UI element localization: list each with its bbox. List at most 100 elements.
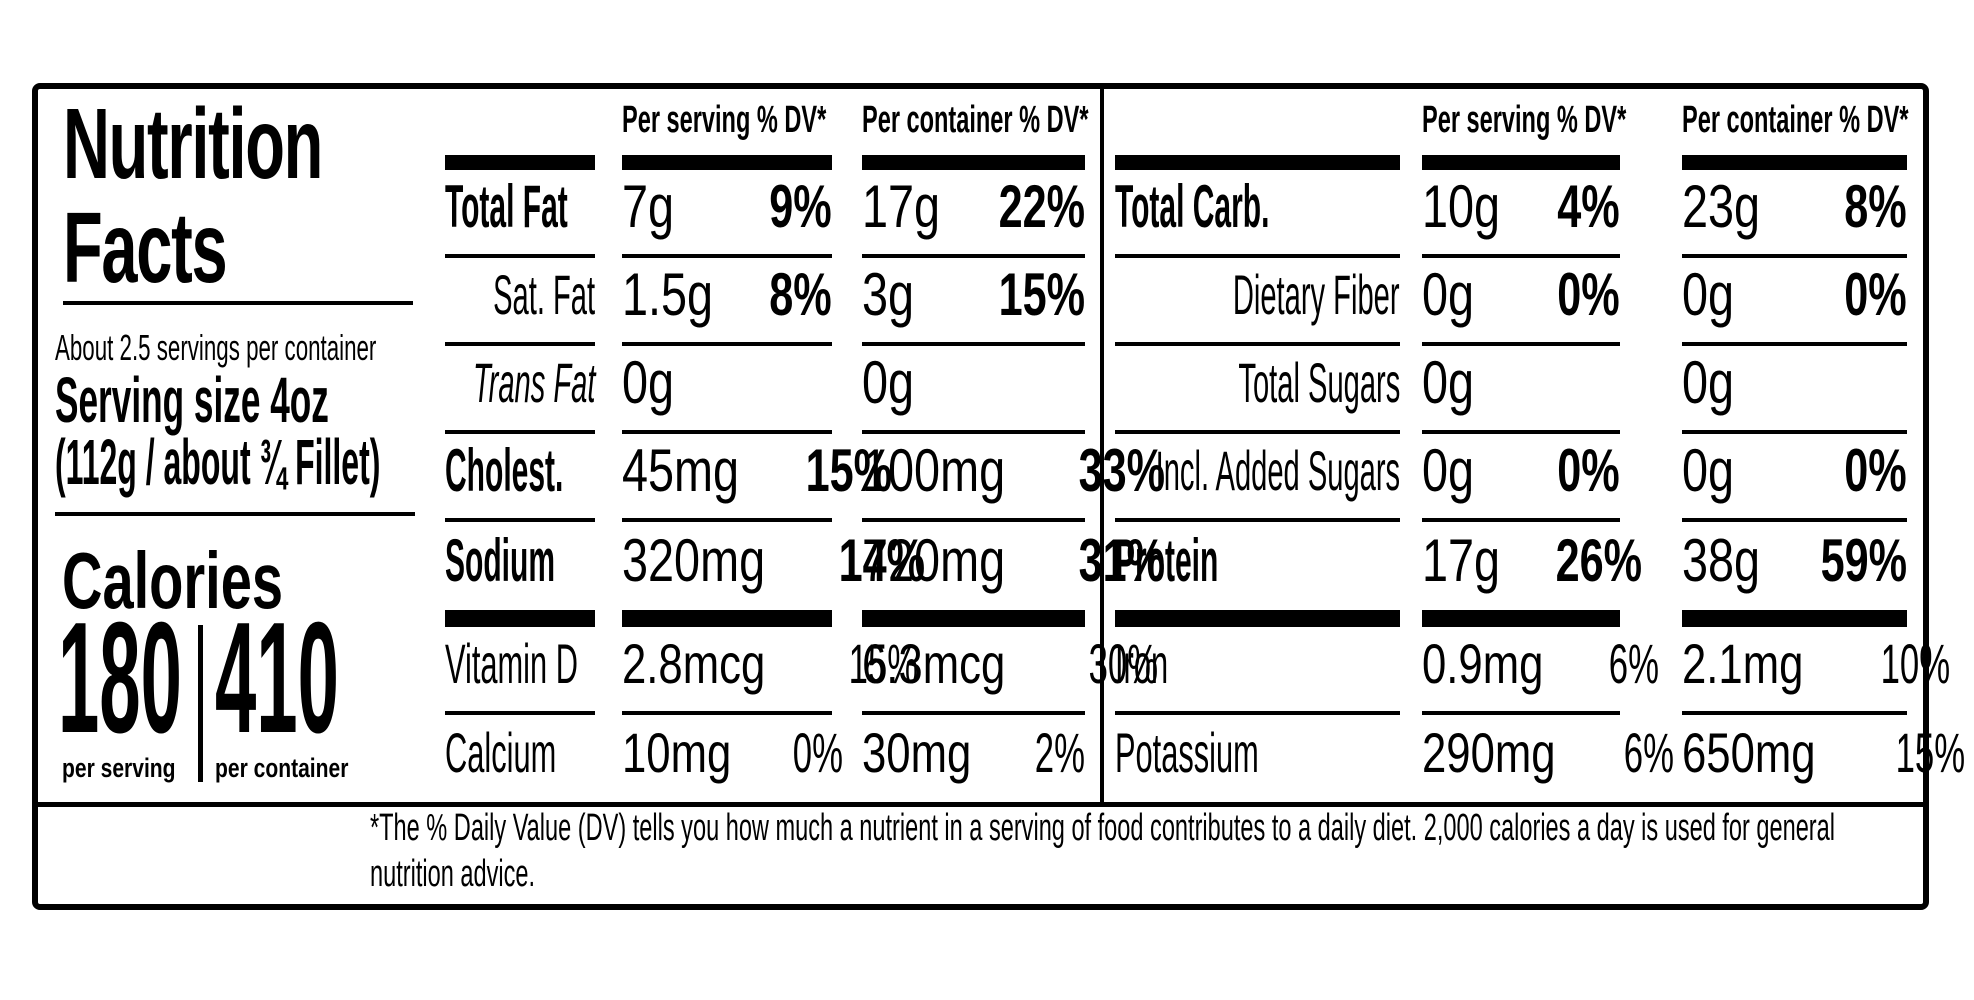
amount: 6.3mcg bbox=[862, 631, 1006, 695]
nutrient-label-added-sugars: Incl. Added Sugars bbox=[1115, 434, 1400, 522]
amount: 0g bbox=[1422, 260, 1475, 328]
amount: 23g bbox=[1682, 172, 1761, 240]
vitamin-section-bar bbox=[1115, 610, 1400, 627]
title-divider bbox=[63, 301, 413, 305]
added-sugars-per-container: 0g 0% bbox=[1682, 434, 1907, 522]
nutrient-label-trans-fat: Trans Fat bbox=[445, 346, 595, 434]
calcium-per-container: 30mg 2% bbox=[862, 715, 1085, 802]
calories-per-container-value: 410 bbox=[215, 590, 339, 766]
vitamin-section-bar bbox=[445, 610, 595, 627]
iron-per-serving: 0.9mg 6% bbox=[1422, 627, 1659, 715]
section-bar bbox=[622, 155, 832, 170]
nutrient-label-vitamin-d: Vitamin D bbox=[445, 627, 595, 715]
daily-value: 10% bbox=[1880, 631, 1950, 695]
nutrient-label-cholesterol: Cholest. bbox=[445, 434, 595, 522]
serving-size-divider bbox=[55, 512, 415, 516]
sodium-per-container: 720mg 31% bbox=[862, 522, 1166, 610]
daily-value: 15% bbox=[998, 260, 1085, 328]
daily-value: 33% bbox=[1079, 436, 1166, 504]
amount: 0g bbox=[1682, 436, 1735, 504]
calories-per-serving-label: per serving bbox=[62, 753, 176, 783]
daily-value: 0% bbox=[1557, 436, 1620, 504]
page-title: Nutrition Facts bbox=[63, 92, 603, 300]
daily-value: 59% bbox=[1820, 526, 1907, 594]
amount: 0g bbox=[1422, 348, 1475, 416]
daily-value: 9% bbox=[769, 172, 832, 240]
nutrient-label-protein: Protein bbox=[1115, 526, 1219, 594]
amount: 320mg bbox=[622, 526, 766, 594]
fat-table: Per serving % DV* Per container % DV* To… bbox=[445, 89, 1166, 802]
amount: 0g bbox=[1682, 260, 1735, 328]
daily-value: 0% bbox=[1844, 260, 1907, 328]
amount: 17g bbox=[1422, 526, 1501, 594]
amount: 720mg bbox=[862, 526, 1006, 594]
per-container-header: Per container % DV* bbox=[862, 99, 1089, 141]
trans-fat-per-container: 0g bbox=[862, 346, 1085, 434]
amount: 7g bbox=[622, 172, 675, 240]
daily-value: 30% bbox=[1088, 631, 1158, 695]
section-bar bbox=[1422, 155, 1620, 170]
nutrient-label-potassium: Potassium bbox=[1115, 721, 1259, 784]
potassium-per-serving: 290mg 6% bbox=[1422, 715, 1674, 802]
dietary-fiber-per-serving: 0g 0% bbox=[1422, 258, 1620, 346]
added-sugars-per-serving: 0g 0% bbox=[1422, 434, 1620, 522]
amount: 0g bbox=[1422, 436, 1475, 504]
cholesterol-per-serving: 45mg 15% bbox=[622, 434, 892, 522]
daily-value: 15% bbox=[1895, 721, 1966, 784]
section-bar bbox=[862, 155, 1085, 170]
daily-value: 26% bbox=[1555, 526, 1643, 594]
daily-value: 2% bbox=[1034, 721, 1085, 784]
daily-value: 15% bbox=[848, 631, 918, 695]
amount: 0g bbox=[862, 348, 915, 416]
amount: 0g bbox=[1682, 348, 1735, 416]
table-divider bbox=[1100, 89, 1104, 802]
trans-fat-per-serving: 0g bbox=[622, 346, 832, 434]
carb-table: Per serving % DV* Per container % DV* To… bbox=[1115, 89, 1965, 802]
nutrient-label-sat-fat: Sat. Fat bbox=[445, 258, 595, 346]
nutrient-label-sodium: Sodium bbox=[445, 526, 555, 594]
dietary-fiber-per-container: 0g 0% bbox=[1682, 258, 1907, 346]
total-carb-per-container: 23g 8% bbox=[1682, 170, 1907, 258]
calories-per-serving-value: 180 bbox=[58, 590, 182, 766]
nutrient-label-iron: Iron bbox=[1115, 627, 1400, 715]
section-bar bbox=[1682, 155, 1907, 170]
amount: 10g bbox=[1422, 172, 1501, 240]
total-carb-per-serving: 10g 4% bbox=[1422, 170, 1620, 258]
daily-value: 8% bbox=[1844, 172, 1907, 240]
vitamin-d-per-container: 6.3mcg 30% bbox=[862, 627, 1158, 715]
daily-value: 4% bbox=[1557, 172, 1620, 240]
daily-value: 8% bbox=[769, 260, 832, 328]
cholesterol-per-container: 100mg 33% bbox=[862, 434, 1166, 522]
amount: 100mg bbox=[862, 436, 1006, 504]
nutrient-label-dietary-fiber: Dietary Fiber bbox=[1115, 258, 1400, 346]
daily-value: 14% bbox=[839, 526, 926, 594]
total-sugars-per-serving: 0g bbox=[1422, 346, 1620, 434]
serving-size-detail: (112g / about ¾ Fillet) bbox=[55, 426, 381, 498]
amount: 1.5g bbox=[622, 260, 714, 328]
calories-heading: Calories bbox=[62, 536, 283, 625]
daily-value: 15% bbox=[805, 436, 893, 504]
amount: 45mg bbox=[622, 436, 740, 504]
nutrient-label-calcium: Calcium bbox=[445, 721, 557, 784]
calcium-per-serving: 10mg 0% bbox=[622, 715, 843, 802]
nutrition-facts-label: Nutrition Facts About 2.5 servings per c… bbox=[32, 83, 1965, 910]
per-serving-header: Per serving % DV* bbox=[622, 99, 827, 141]
servings-per-container: About 2.5 servings per container bbox=[55, 327, 377, 368]
sat-fat-per-serving: 1.5g 8% bbox=[622, 258, 832, 346]
daily-value: 0% bbox=[1557, 260, 1620, 328]
per-serving-header: Per serving % DV* bbox=[1422, 99, 1627, 141]
amount: 3g bbox=[862, 260, 915, 328]
vitamin-section-bar bbox=[862, 610, 1085, 627]
vitamin-section-bar bbox=[1422, 610, 1620, 627]
amount: 38g bbox=[1682, 526, 1761, 594]
section-bar bbox=[445, 155, 595, 170]
vitamin-d-per-serving: 2.8mcg 15% bbox=[622, 627, 918, 715]
page-title-text: Nutrition Facts bbox=[63, 88, 323, 304]
total-fat-per-container: 17g 22% bbox=[862, 170, 1085, 258]
daily-value: 0% bbox=[792, 721, 844, 784]
iron-per-container: 2.1mg 10% bbox=[1682, 627, 1950, 715]
daily-value: 6% bbox=[1623, 721, 1675, 784]
amount: 2.1mg bbox=[1682, 631, 1804, 695]
amount: 2.8mcg bbox=[622, 631, 766, 695]
daily-value: 22% bbox=[998, 172, 1085, 240]
